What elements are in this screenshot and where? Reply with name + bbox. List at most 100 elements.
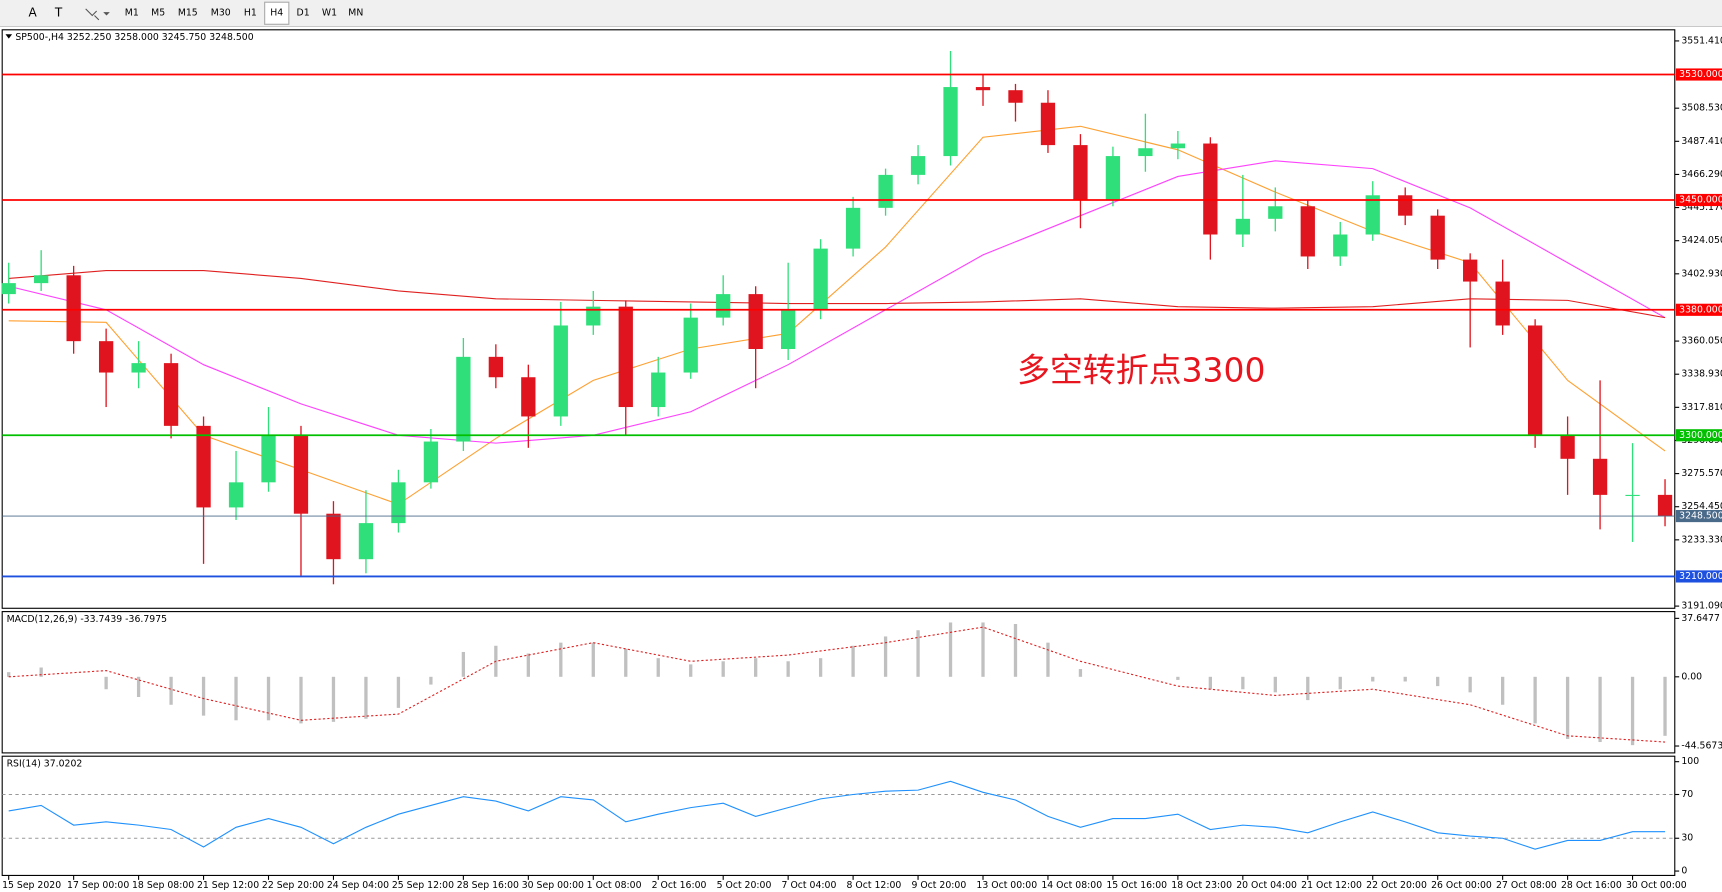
moving-average — [8, 160, 1666, 444]
collapse-icon[interactable] — [5, 34, 13, 39]
macd-bar — [234, 676, 238, 721]
candle-body — [358, 523, 374, 560]
y-tick-label: 3466.290 — [1681, 169, 1722, 180]
macd-bar — [1046, 642, 1050, 677]
candle-body — [1560, 435, 1575, 459]
macd-bar — [39, 667, 43, 677]
macd-bar — [624, 648, 628, 677]
x-tick-label: 21 Sep 12:00 — [197, 880, 259, 891]
price-level-tag — [1675, 193, 1722, 207]
candle-body — [651, 372, 666, 408]
macd-bar — [1241, 676, 1245, 690]
macd-bar — [1533, 676, 1537, 724]
tool-button[interactable]: A — [29, 6, 38, 20]
macd-bar — [786, 661, 790, 677]
macd-bar — [1013, 624, 1018, 677]
candle-body — [1008, 90, 1023, 103]
candle-body — [261, 435, 276, 483]
x-tick-label: 28 Sep 16:00 — [457, 880, 519, 891]
y-tick-label: -44.5673 — [1681, 741, 1722, 752]
price-level-label: 3380.000 — [1679, 304, 1722, 315]
candle-body — [1268, 206, 1283, 219]
y-tick-label: 30 — [1681, 833, 1693, 844]
y-tick-label: 3424.050 — [1681, 235, 1722, 246]
macd-bar — [136, 676, 141, 697]
candle-body — [391, 482, 406, 524]
candle-body — [1105, 156, 1121, 200]
rsi-panel — [1, 755, 1676, 876]
macd-bar — [526, 653, 530, 677]
x-tick-label: 18 Sep 08:00 — [132, 880, 194, 891]
timeframe-button[interactable]: M5 — [151, 8, 165, 19]
x-tick-label: 28 Oct 16:00 — [1561, 880, 1622, 891]
candle-body — [553, 325, 568, 417]
macd-bar — [818, 658, 823, 677]
candle-body — [1495, 281, 1510, 326]
price-level-tag — [1675, 509, 1722, 523]
macd-bar — [299, 676, 303, 724]
x-tick-label: 9 Oct 20:00 — [911, 880, 966, 891]
candle-body — [813, 248, 828, 310]
tool-button[interactable]: T — [54, 6, 63, 20]
timeframe-button[interactable]: D1 — [297, 8, 310, 19]
x-tick-label: 2 Oct 16:00 — [652, 880, 707, 891]
candle-body — [1040, 102, 1056, 146]
x-tick-label: 1 Oct 08:00 — [587, 880, 642, 891]
timeframe-button[interactable]: M1 — [125, 8, 139, 19]
timeframe-button[interactable]: M30 — [211, 8, 231, 19]
y-tick-label: 3191.090 — [1681, 601, 1722, 612]
dropdown-icon[interactable] — [103, 12, 110, 16]
price-level-label: 3300.000 — [1679, 430, 1722, 441]
y-tick-label: 0.00 — [1681, 671, 1702, 682]
candle-body — [748, 294, 763, 350]
candle-body — [1527, 325, 1543, 436]
macd-bar — [461, 651, 466, 677]
timeframe-button[interactable]: W1 — [322, 8, 337, 19]
y-tick-label: 3275.570 — [1681, 468, 1722, 479]
timeframe-button[interactable]: H4 — [270, 8, 283, 19]
x-tick-label: 15 Sep 2020 — [2, 880, 61, 891]
candle-body — [910, 156, 926, 175]
main-title: SP500-,H4 3252.250 3258.000 3245.750 324… — [15, 32, 253, 43]
price-level-tag — [1675, 429, 1722, 442]
y-tick-label: 3233.330 — [1681, 534, 1722, 545]
macd-bar — [1598, 676, 1602, 743]
candle-body — [1, 283, 16, 295]
macd-bar — [916, 630, 920, 677]
timeframe-button[interactable]: M15 — [178, 8, 198, 19]
y-tick-label: 3402.930 — [1681, 268, 1722, 279]
macd-bar — [169, 676, 173, 705]
timeframe-button[interactable]: H1 — [244, 8, 257, 19]
candle-body — [1463, 259, 1478, 282]
x-tick-label: 5 Oct 20:00 — [717, 880, 772, 891]
y-tick-label: 3487.410 — [1681, 136, 1722, 147]
candle-body — [488, 356, 503, 378]
macd-bar — [1663, 676, 1667, 736]
price-level-tag — [1675, 570, 1722, 583]
candle-body — [1203, 143, 1218, 235]
candle-body — [683, 317, 698, 373]
candle-body — [1138, 148, 1153, 157]
timeframe-button[interactable]: MN — [348, 8, 363, 19]
x-tick-label: 22 Oct 20:00 — [1366, 880, 1427, 891]
x-tick-label: 14 Oct 08:00 — [1041, 880, 1102, 891]
macd-bar — [1078, 669, 1083, 677]
candle-body — [1365, 195, 1380, 235]
macd-bar — [591, 642, 595, 677]
candle-body — [131, 363, 146, 373]
active-button[interactable] — [264, 1, 290, 25]
x-tick-label: 18 Oct 23:00 — [1171, 880, 1232, 891]
price-level-label: 3248.500 — [1679, 511, 1722, 522]
candle-body — [845, 207, 861, 249]
candle-body — [1333, 234, 1348, 257]
candle-body — [1430, 215, 1445, 260]
macd-bar — [721, 661, 725, 677]
candle-body — [163, 363, 179, 426]
macd-bar — [656, 658, 660, 677]
candle-body — [1235, 218, 1250, 235]
draw-tool-icon[interactable] — [85, 8, 100, 21]
x-tick-label: 21 Oct 12:00 — [1301, 880, 1362, 891]
macd-bar — [1630, 676, 1635, 746]
moving-average — [8, 270, 1666, 319]
